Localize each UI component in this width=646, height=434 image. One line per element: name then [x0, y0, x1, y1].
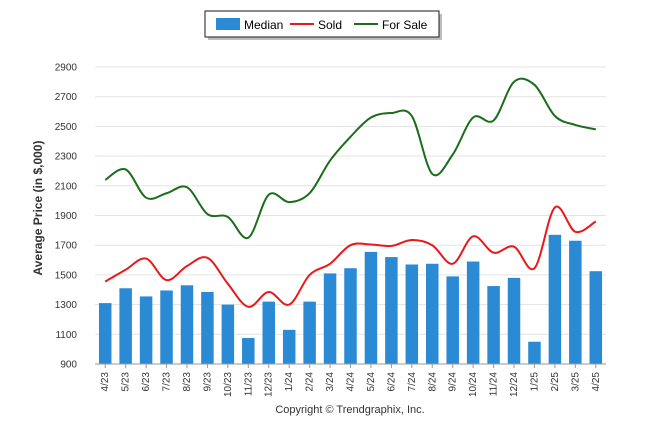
x-tick-label: 4/23 — [100, 372, 111, 392]
median-bar — [385, 257, 398, 364]
legend-box — [204, 10, 440, 38]
median-bar — [589, 271, 603, 364]
x-tick-label: 3/25 — [570, 372, 581, 392]
x-tick-label: 3/24 — [325, 372, 336, 392]
y-tick-label: 2500 — [55, 122, 78, 133]
x-tick-label: 2/24 — [305, 372, 316, 392]
y-axis-title: Average Price (in $,000) — [31, 141, 45, 276]
x-tick-label: 8/24 — [427, 372, 438, 392]
y-tick-label: 1700 — [55, 241, 78, 252]
grid — [95, 66, 606, 335]
y-tick-label: 1300 — [55, 300, 78, 311]
median-bar — [262, 301, 275, 364]
legend-median-swatch — [216, 18, 240, 30]
x-tick-label: 2/25 — [550, 372, 561, 392]
y-tick-label: 2100 — [55, 181, 78, 192]
x-tick-label: 6/24 — [386, 372, 397, 392]
price-lines — [104, 77, 597, 308]
median-bar — [466, 261, 480, 364]
legend: Median Sold For Sale — [204, 10, 442, 40]
copyright-text: Copyright © Trendgraphix, Inc. — [275, 404, 424, 416]
x-tick-label: 1/24 — [284, 372, 295, 392]
median-bars — [98, 234, 603, 364]
x-tick-label: 1/25 — [529, 372, 540, 392]
median-bar — [303, 301, 316, 364]
median-bar — [242, 338, 255, 364]
median-bar — [160, 290, 173, 364]
median-bar — [180, 285, 194, 364]
median-bar — [221, 304, 235, 364]
median-bar — [364, 251, 378, 364]
median-bar — [98, 303, 112, 364]
median-bar — [426, 263, 439, 364]
x-tick-label: 11/24 — [489, 372, 500, 397]
x-tick-label: 6/23 — [141, 372, 152, 392]
x-tick-label: 12/23 — [264, 372, 275, 397]
median-bar — [201, 291, 214, 364]
y-tick-label: 1100 — [55, 330, 77, 341]
y-tick-label: 2900 — [55, 63, 78, 74]
median-bar — [507, 277, 521, 364]
x-tick-label: 8/23 — [182, 372, 193, 392]
legend-sold-label: Sold — [318, 18, 342, 32]
median-bar — [405, 264, 419, 364]
sold-line — [104, 205, 597, 308]
median-bar — [548, 234, 562, 364]
x-tick-label: 4/24 — [346, 372, 357, 392]
x-tick-label: 7/24 — [407, 372, 418, 392]
x-tick-label: 10/23 — [223, 372, 234, 397]
median-bar — [323, 273, 337, 364]
x-tick-label: 12/24 — [509, 372, 520, 397]
median-bar — [344, 268, 357, 364]
median-bar — [446, 276, 459, 364]
x-tick-label: 9/23 — [202, 372, 213, 392]
median-bar — [528, 341, 541, 364]
x-tick-label: 11/23 — [243, 372, 254, 397]
for-sale-line — [104, 77, 596, 240]
y-tick-label: 1900 — [55, 211, 78, 222]
x-tick-label: 7/23 — [162, 372, 173, 392]
x-tick-label: 10/24 — [468, 372, 479, 397]
median-bar — [119, 288, 132, 364]
median-bar — [487, 286, 500, 364]
y-tick-label: 2700 — [55, 92, 78, 103]
y-tick-label: 1500 — [55, 270, 78, 281]
legend-median-label: Median — [244, 18, 283, 32]
y-tick-label: 2300 — [55, 152, 78, 163]
median-bar — [139, 296, 153, 364]
y-tick-label: 900 — [60, 360, 77, 371]
legend-forsale-label: For Sale — [382, 18, 428, 32]
x-tick-label: 5/24 — [366, 372, 377, 392]
y-axis-ticks: 900 1100 1300 1500 1700 1900 2100 2300 2500 2700 2… — [55, 63, 78, 371]
x-axis-ticks: 4/23 5/23 6/23 7/23 8/23 9/23 10/23 11/23 12/23 1… — [100, 364, 602, 397]
x-tick-label: 5/23 — [121, 372, 132, 392]
median-bar — [569, 240, 582, 364]
x-tick-label: 4/25 — [591, 372, 602, 392]
x-tick-label: 9/24 — [448, 372, 459, 392]
median-bar — [282, 329, 296, 364]
